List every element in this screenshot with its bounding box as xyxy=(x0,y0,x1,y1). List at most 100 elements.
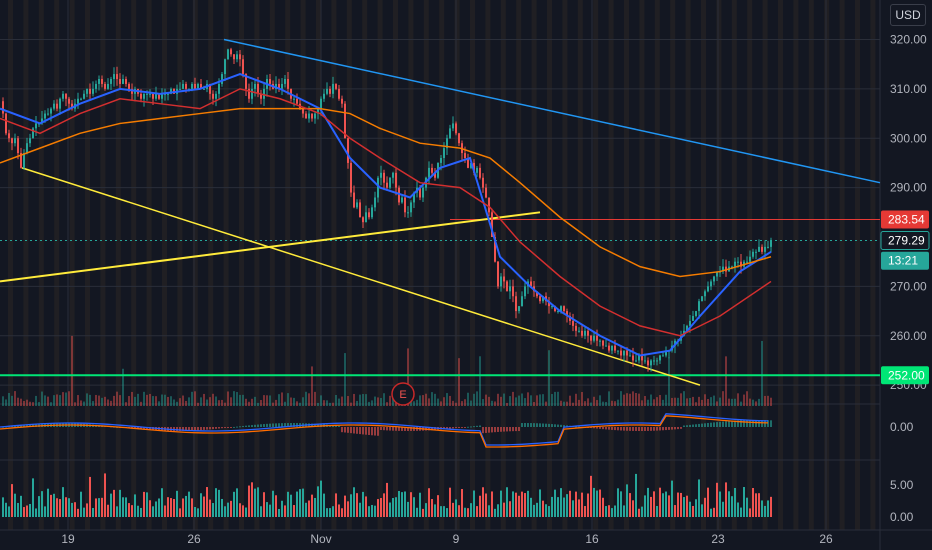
volume-pane-bar xyxy=(452,502,454,517)
volume-pane-bar xyxy=(716,482,718,517)
session-column xyxy=(115,0,121,530)
candle xyxy=(92,81,94,97)
candle-body xyxy=(122,79,124,84)
volume-bar xyxy=(602,401,604,406)
volume-pane-bar xyxy=(503,502,505,517)
volume-bar xyxy=(56,394,58,406)
candle-body xyxy=(269,79,271,84)
volume-bar xyxy=(137,393,139,406)
volume-bar xyxy=(92,401,94,406)
candle-body xyxy=(356,202,358,208)
candle xyxy=(650,359,652,372)
macd-histogram-bar xyxy=(548,423,550,427)
volume-bar xyxy=(335,394,337,406)
candle xyxy=(362,216,364,228)
candle-body xyxy=(17,138,19,154)
candle-body xyxy=(503,276,505,282)
candle xyxy=(368,208,370,220)
volume-pane-bar xyxy=(710,508,712,517)
candle-body xyxy=(128,83,130,89)
candle xyxy=(86,88,88,98)
volume-pane-bar xyxy=(23,507,25,517)
macd-histogram-bar xyxy=(608,427,610,430)
candle-body xyxy=(371,207,373,218)
volume-bar xyxy=(458,358,460,406)
macd-histogram-bar xyxy=(356,427,358,434)
macd-histogram-bar xyxy=(626,427,628,431)
currency-button[interactable]: USD xyxy=(890,4,926,26)
macd-histogram-bar xyxy=(179,427,181,431)
macd-histogram-bar xyxy=(380,427,382,430)
macd-histogram-bar xyxy=(731,420,733,427)
volume-bar xyxy=(452,400,454,406)
macd-histogram-bar xyxy=(707,422,709,427)
volume-bar xyxy=(440,401,442,406)
macd-histogram-bar xyxy=(203,427,205,430)
candle-body xyxy=(554,306,556,312)
macd-histogram-bar xyxy=(611,427,613,430)
volume-pane-bar xyxy=(224,506,226,517)
candle-body xyxy=(158,93,160,99)
volume-pane-bar xyxy=(17,502,19,517)
price-axis: 320.00310.00300.00290.00270.00260.00250.… xyxy=(890,33,927,525)
volume-bar xyxy=(305,391,307,406)
session-column xyxy=(423,0,429,530)
volume-pane-bar xyxy=(485,493,487,517)
candle-body xyxy=(443,148,445,158)
volume-bar xyxy=(245,398,247,406)
candle xyxy=(701,296,703,302)
candle xyxy=(515,291,517,319)
candle xyxy=(356,199,358,210)
volume-bar xyxy=(527,392,529,406)
candle-body xyxy=(125,79,127,84)
volume-bar xyxy=(173,399,175,406)
volume-bar xyxy=(302,397,304,406)
volume-pane-bar xyxy=(707,487,709,517)
macd-tick-label: 0.00 xyxy=(890,420,914,434)
trendlines xyxy=(0,38,881,386)
candle-body xyxy=(521,296,523,307)
volume-bar xyxy=(389,395,391,406)
candle-body xyxy=(182,83,184,89)
volume-pane-bar xyxy=(299,489,301,517)
session-column xyxy=(254,0,260,530)
candle xyxy=(710,279,712,291)
volume-pane-bar xyxy=(542,500,544,517)
candle xyxy=(539,295,541,304)
macd-histogram-bar xyxy=(374,427,376,436)
macd-histogram-bar xyxy=(617,427,619,431)
volume-bar xyxy=(11,395,13,406)
macd-histogram-bar xyxy=(359,427,361,435)
macd-histogram-bar xyxy=(734,420,736,427)
volume-pane-bar xyxy=(476,506,478,517)
candle-body xyxy=(464,153,466,158)
session-column xyxy=(393,0,398,530)
candle xyxy=(116,66,118,86)
candle-body xyxy=(518,306,520,312)
volume-pane-bar xyxy=(554,489,556,517)
candle xyxy=(281,78,283,96)
volume-pane-bar xyxy=(59,499,61,517)
candle xyxy=(233,54,235,64)
macd-histogram-bar xyxy=(188,427,190,431)
macd-histogram-bar xyxy=(404,427,406,431)
earnings-marker[interactable] xyxy=(391,382,415,406)
volume-bar xyxy=(251,398,253,406)
volume-pane-bar xyxy=(170,498,172,517)
volume-pane-bar xyxy=(455,499,457,517)
macd-histogram-bar xyxy=(512,427,514,432)
macd-histogram-bar xyxy=(647,427,649,431)
volume-pane-bar xyxy=(380,498,382,517)
candle-body xyxy=(428,167,430,178)
candle xyxy=(344,101,346,139)
candle-body xyxy=(14,138,16,144)
candle-body xyxy=(692,316,694,321)
macd-histogram-bar xyxy=(686,425,688,427)
candle-body xyxy=(476,167,478,173)
volume-bar xyxy=(443,397,445,406)
volume-bar xyxy=(326,400,328,406)
volume-pane-bar xyxy=(530,497,532,517)
volume-bar xyxy=(434,393,436,406)
macd-histogram-bar xyxy=(233,426,235,428)
